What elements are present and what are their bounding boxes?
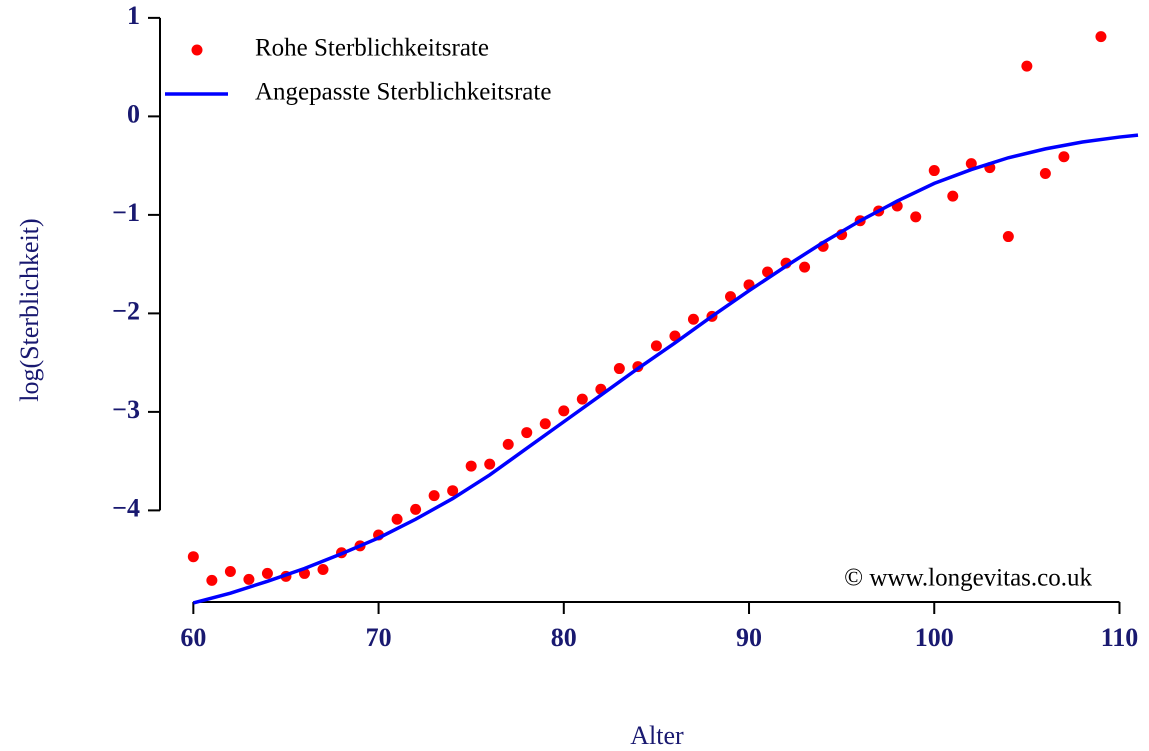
- x-axis-label: Alter: [630, 721, 684, 750]
- copyright: © www.longevitas.co.uk: [844, 565, 1092, 592]
- data-point: [521, 427, 533, 439]
- x-tick-label: 110: [1101, 623, 1139, 652]
- data-point: [558, 405, 570, 417]
- data-point: [187, 551, 199, 563]
- data-point: [910, 211, 922, 223]
- y-tick-label: −2: [112, 296, 140, 325]
- data-point: [650, 340, 662, 352]
- x-tick-label: 70: [366, 623, 392, 652]
- legend-label: Rohe Sterblichkeitsrate: [255, 35, 489, 62]
- x-tick-label: 80: [551, 623, 577, 652]
- y-tick-label: 1: [127, 1, 140, 30]
- data-point: [799, 261, 811, 273]
- data-point: [576, 393, 588, 405]
- data-point: [1058, 151, 1070, 163]
- data-point: [725, 291, 736, 303]
- data-point: [317, 563, 329, 575]
- data-point: [613, 363, 625, 375]
- data-point: [1039, 168, 1051, 180]
- data-point: [243, 573, 255, 585]
- y-tick-label: −1: [112, 198, 140, 227]
- data-point: [224, 565, 236, 577]
- data-point: [465, 460, 477, 472]
- x-tick-label: 60: [180, 623, 206, 652]
- x-tick-label: 90: [736, 623, 762, 652]
- data-point: [1095, 31, 1107, 43]
- y-tick-label: −4: [112, 493, 140, 522]
- data-point: [1002, 231, 1014, 243]
- legend-label: Angepasste Sterblichkeitsrate: [255, 79, 551, 106]
- y-tick-label: −3: [112, 395, 140, 424]
- data-point: [261, 567, 273, 579]
- data-point: [447, 485, 459, 497]
- data-point: [928, 165, 940, 177]
- data-point: [502, 438, 514, 450]
- data-point: [947, 190, 959, 202]
- data-point: [1021, 60, 1033, 72]
- y-tick-label: 0: [127, 99, 140, 128]
- data-point: [484, 458, 496, 470]
- data-point: [539, 418, 551, 430]
- x-tick-label: 100: [915, 623, 954, 652]
- data-point: [965, 158, 977, 170]
- data-point: [410, 503, 422, 515]
- legend-swatch: [191, 44, 203, 56]
- fitted-line: [192, 133, 1139, 605]
- data-point: [391, 513, 403, 525]
- data-point: [687, 313, 699, 325]
- y-axis-label: log(Sterblichkeit): [15, 218, 44, 401]
- data-point: [669, 330, 681, 342]
- data-point: [206, 574, 218, 586]
- data-point: [428, 490, 440, 502]
